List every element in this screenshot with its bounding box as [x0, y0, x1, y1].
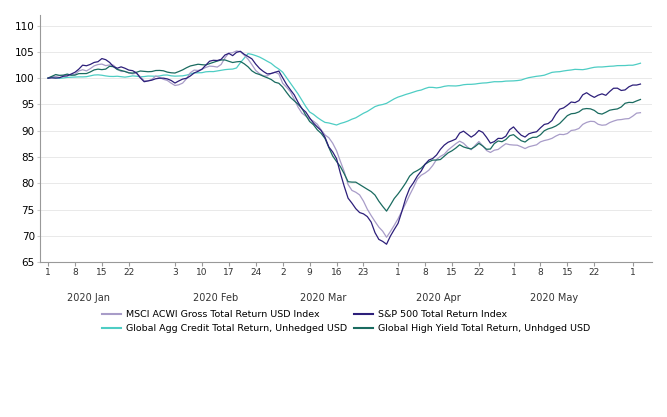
Text: 2020 Jan: 2020 Jan	[67, 293, 110, 303]
Text: 2020 Mar: 2020 Mar	[300, 293, 346, 303]
Text: 2020 Jun: 2020 Jun	[0, 416, 1, 417]
Text: 2020 May: 2020 May	[530, 293, 578, 303]
Text: 2020 Feb: 2020 Feb	[193, 293, 238, 303]
Legend: MSCI ACWI Gross Total Return USD Index, Global Agg Credit Total Return, Unhedged: MSCI ACWI Gross Total Return USD Index, …	[98, 306, 594, 337]
Text: 2020 Apr: 2020 Apr	[416, 293, 461, 303]
